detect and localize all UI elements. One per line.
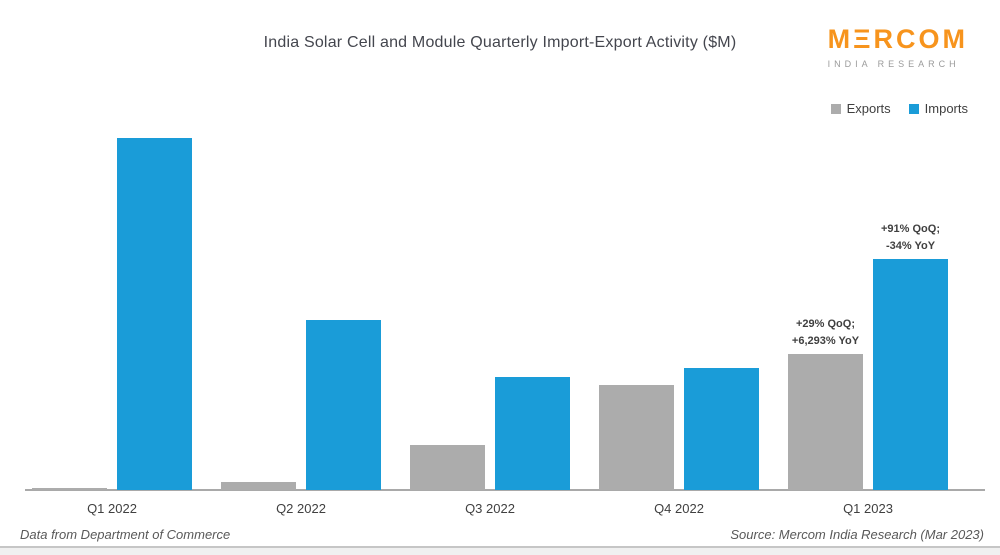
annotation-line: -34% YoY — [885, 240, 936, 253]
annotation-line: +91% QoQ; — [881, 223, 940, 235]
mercom-logo-subtitle: INDIA RESEARCH — [827, 59, 960, 69]
x-axis-label: Q4 2022 — [654, 501, 704, 516]
legend-label: Exports — [846, 101, 891, 116]
annotation-line: +29% QoQ; — [796, 318, 855, 331]
exports-bar-q4-2022 — [599, 385, 674, 490]
x-axis-label: Q3 2022 — [465, 501, 515, 516]
x-axis-line — [25, 489, 985, 491]
exports-bar-q2-2022 — [221, 481, 296, 490]
imports-bar-q2-2022 — [306, 319, 381, 490]
exports-bar-q1-2022 — [32, 487, 107, 490]
x-axis-label: Q2 2022 — [276, 501, 326, 516]
exports-bar-q1-2023 — [788, 354, 863, 490]
legend-item-exports: Exports — [830, 101, 891, 116]
bar-annotation-exports: +29% QoQ; +6,293% YoY — [746, 316, 906, 350]
mercom-logo-wordmark: MΞRCOM — [827, 24, 968, 54]
imports-bar-q3-2022 — [495, 377, 570, 490]
annotation-line: +6,293% YoY — [791, 335, 860, 348]
legend-label: Imports — [924, 101, 968, 116]
imports-bar-q1-2022 — [117, 138, 192, 490]
x-axis-label: Q1 2023 — [843, 501, 893, 516]
imports-legend-swatch — [908, 103, 919, 114]
imports-bar-q1-2023 — [873, 259, 948, 490]
bar-annotation-imports: +91% QoQ; -34% YoY — [831, 221, 991, 255]
chart-title: India Solar Cell and Module Quarterly Im… — [263, 34, 737, 51]
bottom-edge-divider — [0, 546, 1000, 555]
mercom-logo: MΞRCOM INDIA RESEARCH — [827, 24, 968, 70]
x-axis-label: Q1 2022 — [87, 501, 137, 516]
imports-bar-q4-2022 — [684, 367, 759, 490]
exports-legend-swatch — [830, 103, 841, 114]
legend-item-imports: Imports — [908, 101, 968, 116]
footer-data-note: Data from Department of Commerce — [20, 527, 231, 542]
footer-source-note: Source: Mercom India Research (Mar 2023) — [730, 527, 984, 542]
exports-bar-q3-2022 — [410, 444, 485, 490]
chart-legend: Exports Imports — [830, 101, 968, 116]
